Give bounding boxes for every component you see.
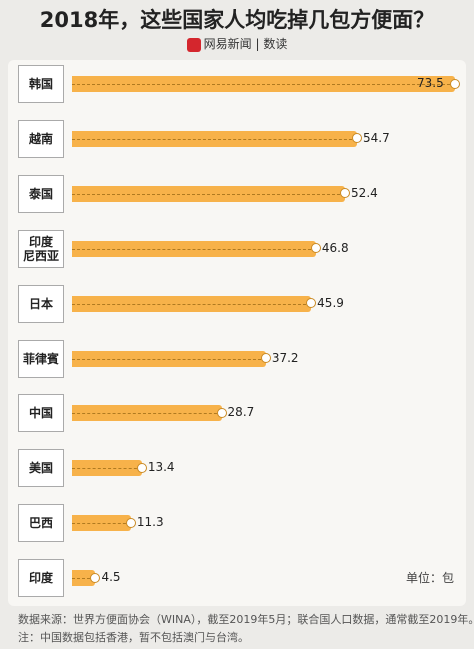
bar-guide (72, 303, 312, 305)
category-label: 巴西 (18, 504, 64, 543)
bar-end (352, 133, 363, 144)
bar-end (90, 572, 101, 583)
category-label: 越南 (18, 119, 64, 158)
panel (8, 60, 466, 606)
bar-end (450, 78, 460, 89)
bar-end (260, 353, 271, 363)
bar-guide (72, 84, 455, 85)
note: 注：中国数据包括香港，暂不包括澳门与台湾。 (18, 631, 249, 644)
category-label: 日本 (18, 284, 64, 323)
bar-guide (72, 138, 358, 140)
bar-guide (72, 358, 266, 360)
bar-end (136, 462, 147, 473)
value-label: 45.9 (317, 295, 344, 310)
value-label: 46.8 (321, 240, 349, 255)
value-label: 37.2 (271, 350, 299, 365)
bar-guide (72, 248, 316, 250)
bar-guide (72, 578, 96, 580)
value-label: 4.5 (101, 570, 121, 585)
chart-title: 2018年，这些国家人均吃掉几包方便面？ (39, 8, 435, 32)
category-label: 印度 (18, 559, 64, 598)
bar-end (125, 517, 136, 528)
bar-guide (72, 468, 142, 470)
value-label: 13.4 (147, 460, 175, 475)
category-label: 美国 (18, 449, 64, 488)
value-label: 54.7 (363, 130, 390, 145)
bar-end (306, 298, 317, 309)
category-label: 印度 尼西亚 (18, 229, 64, 268)
column: 数读 (263, 37, 288, 51)
bar-end (310, 243, 321, 254)
unit-label: 单位：包 (405, 571, 454, 585)
bar-end (216, 407, 227, 418)
value-label: 28.7 (227, 405, 255, 420)
category-label: 菲律賓 (18, 339, 64, 378)
value-label: 73.5 (417, 76, 444, 90)
category-label: 泰国 (18, 174, 64, 213)
bar-guide (72, 413, 222, 415)
category-label: 中国 (18, 394, 64, 433)
bar-guide (72, 523, 131, 525)
category-label: 韩国 (18, 65, 64, 103)
value-label: 52.4 (351, 185, 378, 200)
bar-guide (72, 193, 346, 195)
value-label: 11.3 (136, 515, 164, 530)
logo-icon (186, 37, 201, 52)
bar-end (340, 188, 351, 199)
brand: 网易新闻 (203, 37, 252, 51)
logo: 网易新闻 | 数读 (0, 35, 474, 52)
source: 数据来源：世界方便面协会（WINA），截至2019年5月；联合国人口数据，通常截… (18, 613, 474, 626)
